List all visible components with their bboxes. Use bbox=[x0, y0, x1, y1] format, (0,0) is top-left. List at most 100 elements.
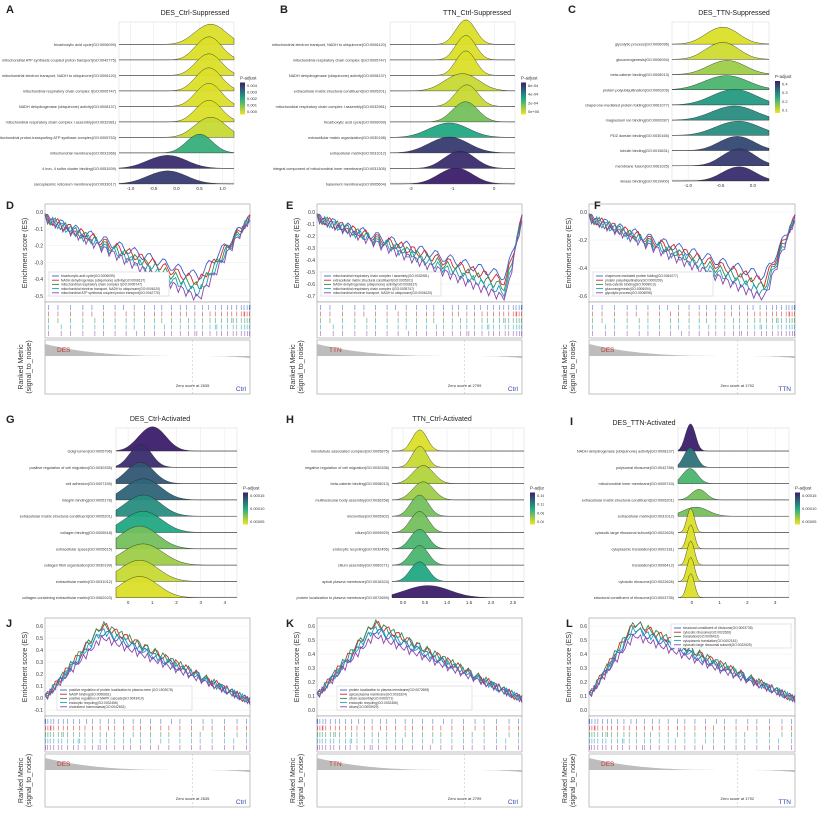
es-curve bbox=[588, 213, 796, 281]
y-tick-label: 0.0 bbox=[580, 708, 587, 714]
ridge-plot: -2 -1 0 mitochondrial electron transport, N… bbox=[272, 19, 540, 191]
es-curve bbox=[44, 634, 251, 705]
y-tick-label: -0.4 bbox=[578, 266, 587, 272]
rank-axis-sublabel: (signal_to_noise) bbox=[570, 754, 577, 807]
legend-tick: 0.08 bbox=[537, 510, 544, 515]
term-label: mitochondrial ATP synthesis coupled prot… bbox=[2, 58, 117, 62]
term-label: gluconeogenesis(GO:0006094) bbox=[616, 58, 670, 62]
x-tick-label: 0.0 bbox=[750, 183, 757, 188]
y-tick-label: -0.2 bbox=[306, 234, 315, 240]
legend-label: positive regulation of protein localizat… bbox=[69, 688, 173, 692]
term-label: beta-catenin binding(GO:0008013) bbox=[611, 73, 670, 77]
rank-area bbox=[317, 344, 522, 359]
group-right-label: Ctrl bbox=[236, 799, 247, 806]
ridge-density bbox=[115, 543, 238, 566]
x-tick-label: 1.0 bbox=[219, 186, 226, 191]
x-tick-label: 2 bbox=[746, 600, 749, 605]
rank-axis-label: Ranked Metric bbox=[18, 757, 25, 803]
ridge-density bbox=[677, 489, 790, 501]
x-tick-label: 2 bbox=[175, 600, 178, 605]
rank-area bbox=[317, 758, 522, 773]
y-tick-label: 0.1 bbox=[36, 684, 43, 690]
term-label: 4 iron, 4 sulfur cluster binding(GO:0051… bbox=[42, 167, 117, 171]
legend-label: NADP binding(GO:0050661) bbox=[69, 692, 111, 696]
legend-label: protein localization to plasma membrane(… bbox=[349, 688, 429, 692]
term-label: microvillus(GO:0005902) bbox=[347, 515, 390, 519]
legend-tick: 0.3 bbox=[782, 90, 788, 95]
x-tick-label: 1 bbox=[151, 600, 154, 605]
group-right-label: Ctrl bbox=[236, 386, 247, 393]
term-label: apical plasma membrane(GO:0016324) bbox=[322, 580, 389, 584]
ridge-density bbox=[118, 155, 234, 169]
gsea-plot: 0.6 0.5 0.4 0.3 0.2 0.1 0.0 Enrichment score (E… bbox=[290, 617, 523, 808]
panel-e: E 0.0 -0.1 -0.2 -0.3 -0.4 -0.5 -0.6 -0.7 Enrichm… bbox=[272, 196, 544, 402]
hit-frame bbox=[588, 301, 796, 339]
rank-area bbox=[45, 758, 250, 773]
y-tick-label: 0.0 bbox=[308, 708, 315, 714]
term-label: basement membrane(GO:0005604) bbox=[326, 182, 387, 186]
ridge-density bbox=[115, 462, 238, 484]
ridge-density bbox=[118, 170, 234, 185]
legend-tick: 0.16 bbox=[537, 493, 544, 498]
group-left-label: TTN bbox=[329, 347, 342, 354]
panel-label: B bbox=[280, 4, 288, 16]
term-label: PDZ domain binding(GO:0030165) bbox=[610, 134, 669, 138]
ridge-density bbox=[115, 576, 238, 598]
legend-label: extracellular matrix structural constitu… bbox=[333, 278, 413, 282]
legend-box bbox=[56, 685, 193, 711]
panel-title: TTN_Ctrl-Activated bbox=[412, 416, 472, 423]
es-curve bbox=[588, 633, 796, 703]
x-tick-label: 1.5 bbox=[466, 600, 473, 605]
ridge-density bbox=[390, 73, 516, 92]
panel-c: C DES_TTN-Suppressed -1.0 -0.5 0.0 glycolyt… bbox=[544, 0, 817, 196]
rank-axis-sublabel: (signal_to_noise) bbox=[298, 340, 305, 393]
x-tick-label: 3 bbox=[774, 600, 777, 605]
legend-label: endocytic recycling(GO:0032456) bbox=[69, 701, 118, 705]
panel-i: I DES_TTN-Activated 0 1 2 3 NADH dehydrogena… bbox=[544, 410, 817, 610]
x-tick-label: 2.5 bbox=[510, 600, 517, 605]
ridge-density bbox=[391, 465, 525, 484]
term-label: NADH dehydrogenase (ubiquinone) activity… bbox=[577, 450, 675, 454]
panel-l: L 0.6 0.5 0.4 0.3 0.2 0.1 0.0 Enrichment score … bbox=[544, 610, 817, 815]
hit-frame bbox=[44, 715, 251, 753]
legend-label: cytosolic ribosome(GO:0022626) bbox=[683, 630, 731, 634]
term-label: cytosolic large ribosomal subunit(GO:002… bbox=[595, 531, 675, 535]
gsea-plot: 0.0 -0.2 -0.4 -0.6 Enrichment score (ES) Rank… bbox=[562, 203, 796, 395]
legend-box bbox=[320, 271, 442, 297]
y-tick-label: 0.2 bbox=[580, 680, 587, 686]
term-label: protein localization to plasma membrane(… bbox=[297, 596, 390, 600]
ridge-plot: 0 1 2 3 4 Golgi lumen(GO:0005796) positive reg… bbox=[20, 426, 265, 605]
term-label: extracellular matrix structural constitu… bbox=[294, 89, 387, 93]
y-tick-label: -0.2 bbox=[578, 238, 587, 244]
legend-colorbar bbox=[240, 82, 245, 115]
legend-title: P-adjust bbox=[775, 74, 792, 79]
term-label: NADH dehydrogenase (ubiquinone) activity… bbox=[19, 105, 117, 109]
ridge-density bbox=[390, 19, 515, 45]
y-tick-label: 0.2 bbox=[308, 680, 315, 686]
panel-title: DES_TTN-Activated bbox=[612, 420, 676, 427]
y-tick-label: -0.4 bbox=[306, 258, 315, 264]
legend-label: positive regulation of MAPK cascade(GO:0… bbox=[69, 697, 144, 701]
term-label: tricarboxylic acid cycle(GO:0006099) bbox=[54, 43, 117, 47]
legend-tick: 0.1 bbox=[782, 108, 788, 113]
legend-label: cilium(GO:0005929) bbox=[349, 705, 379, 709]
panel-label: G bbox=[6, 414, 15, 426]
y-tick-label: 0.4 bbox=[36, 648, 43, 654]
ridge-density bbox=[671, 60, 770, 75]
ridge-density bbox=[119, 83, 235, 107]
legend-label: cytoplasmic translation(GO:0002181) bbox=[683, 639, 737, 643]
x-tick-label: 0.5 bbox=[196, 186, 203, 191]
y-tick-label: 0.6 bbox=[580, 624, 587, 630]
ridge-density bbox=[390, 50, 515, 76]
es-curve bbox=[316, 213, 523, 292]
es-curve bbox=[44, 620, 251, 704]
group-right-label: Ctrl bbox=[508, 386, 519, 393]
ridge-density bbox=[115, 525, 238, 550]
legend-colorbar bbox=[775, 81, 780, 113]
ridge-plot: 0.0 0.5 1.0 1.5 2.0 2.5 microtubule associated… bbox=[297, 427, 547, 605]
legend-label: apical plasma membrane(GO:0016324) bbox=[349, 692, 407, 696]
y-axis-label: Enrichment score (ES) bbox=[294, 632, 301, 702]
ridge-density bbox=[390, 101, 515, 123]
rank-axis-sublabel: (signal_to_noise) bbox=[298, 754, 305, 807]
ridge-density bbox=[391, 585, 525, 598]
